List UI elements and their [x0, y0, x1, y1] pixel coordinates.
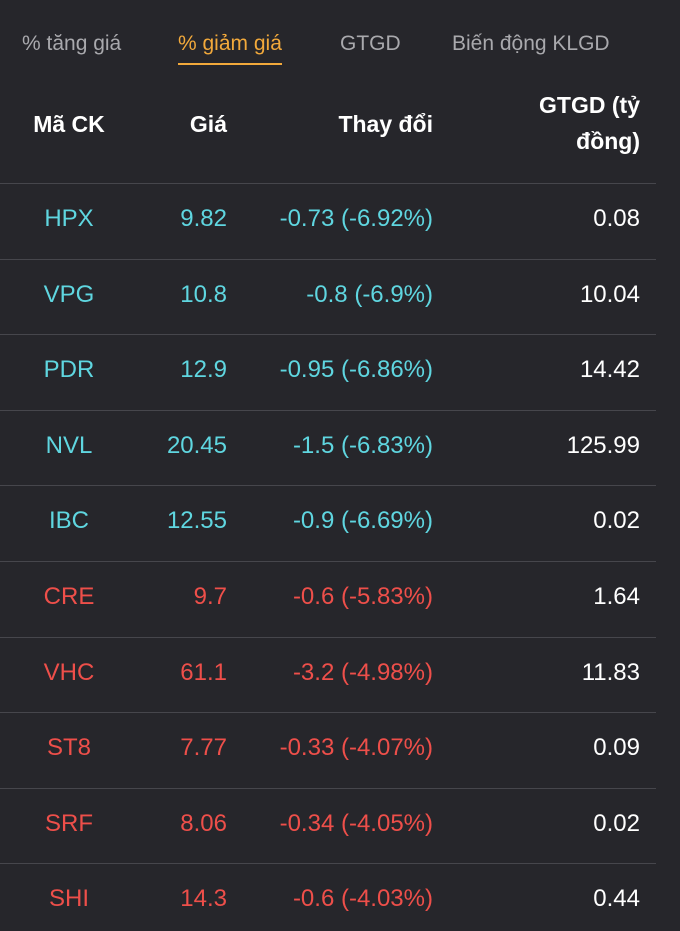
divider: [0, 183, 656, 184]
trade-value: 0.44: [593, 885, 640, 913]
change: -0.34 (-4.05%): [279, 809, 433, 837]
trade-value: 1.64: [593, 583, 640, 610]
divider: [0, 561, 656, 562]
stock-code: PDR: [43, 356, 95, 384]
price: 10.8: [180, 280, 227, 308]
tab[interactable]: % giảm giá: [178, 32, 282, 65]
divider: [0, 409, 656, 411]
change: -0.6 (-4.03%): [292, 885, 433, 913]
divider: [0, 863, 656, 865]
divider: [0, 485, 656, 487]
price: 12.55: [166, 507, 227, 535]
change: -0.95 (-6.86%): [279, 356, 433, 384]
header-value: GTGD (tỷ đồng): [539, 92, 640, 154]
tab[interactable]: % tăng giá: [22, 32, 122, 55]
trade-value: 10.04: [579, 280, 640, 308]
trade-value: 14.42: [579, 356, 640, 384]
stock-code: NVL: [45, 431, 93, 459]
header-change: Thay đổi: [338, 111, 433, 137]
divider: [0, 712, 656, 714]
header-price: Giá: [189, 111, 227, 137]
stock-code: HPX: [44, 205, 94, 232]
header-code: Mã CK: [33, 111, 105, 137]
change: -1.5 (-6.83%): [292, 431, 433, 459]
stock-code: IBC: [48, 507, 89, 535]
change: -0.33 (-4.07%): [279, 734, 433, 762]
change: -0.9 (-6.69%): [292, 507, 433, 535]
change: -0.8 (-6.9%): [306, 280, 433, 308]
stock-code: CRE: [43, 583, 95, 610]
stock-code: VHC: [43, 658, 95, 686]
stock-code: VPG: [43, 280, 95, 308]
price: 8.06: [180, 809, 227, 837]
change: -3.2 (-4.98%): [292, 658, 433, 686]
trade-value: 0.08: [593, 205, 640, 232]
stock-code: ST8: [46, 734, 91, 762]
trade-value: 125.99: [566, 431, 640, 459]
trade-value: 0.02: [593, 809, 640, 837]
price: 14.3: [180, 885, 227, 913]
trade-value: 0.02: [593, 507, 640, 535]
change: -0.73 (-6.92%): [279, 205, 433, 232]
divider: [0, 258, 656, 260]
price: 9.82: [180, 205, 227, 232]
stock-code: SRF: [45, 809, 93, 837]
divider: [0, 787, 656, 789]
trade-value: 11.83: [581, 658, 640, 686]
tab[interactable]: GTGD: [340, 32, 401, 55]
tab[interactable]: Biến động KLGD: [452, 32, 610, 55]
price: 61.1: [180, 658, 227, 686]
price: 12.9: [180, 356, 227, 384]
change: -0.6 (-5.83%): [292, 583, 433, 610]
divider: [0, 334, 656, 336]
price: 7.77: [180, 734, 227, 762]
divider: [0, 636, 656, 638]
trade-value: 0.09: [593, 734, 640, 762]
price: 9.7: [193, 583, 227, 610]
stock-code: SHI: [48, 885, 89, 913]
price: 20.45: [166, 431, 227, 459]
